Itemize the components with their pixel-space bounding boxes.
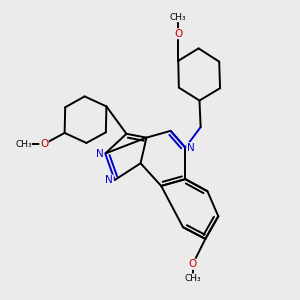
Text: N: N bbox=[96, 148, 104, 158]
Text: CH₃: CH₃ bbox=[184, 274, 201, 283]
Text: O: O bbox=[189, 259, 197, 269]
Text: O: O bbox=[40, 139, 48, 149]
Text: CH₃: CH₃ bbox=[15, 140, 32, 148]
Text: CH₃: CH₃ bbox=[170, 13, 187, 22]
Text: N: N bbox=[187, 142, 194, 153]
Text: N: N bbox=[106, 175, 113, 185]
Text: O: O bbox=[174, 29, 182, 39]
